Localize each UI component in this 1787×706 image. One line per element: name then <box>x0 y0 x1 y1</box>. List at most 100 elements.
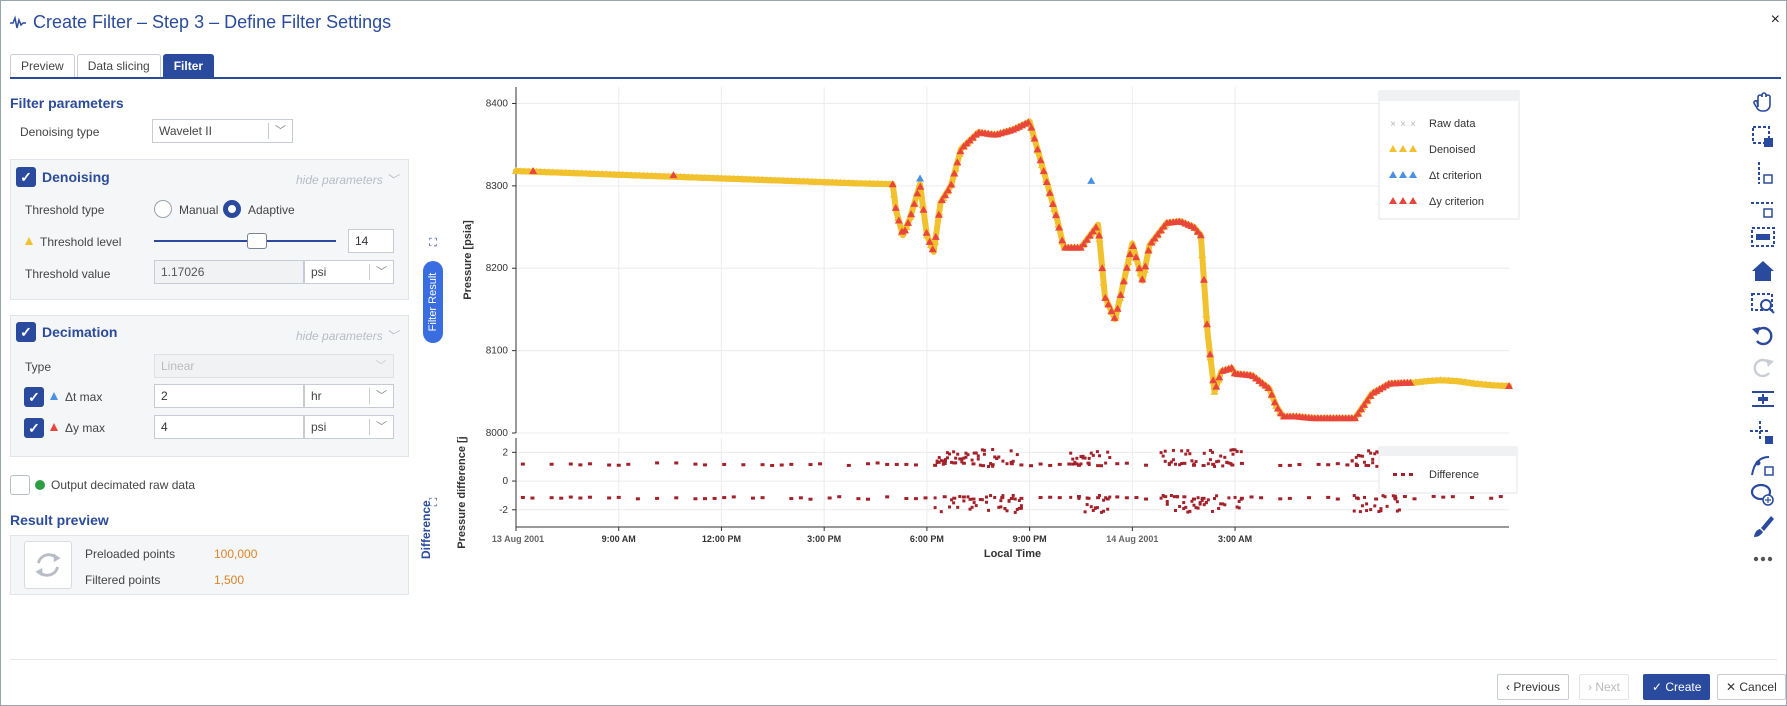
previous-button[interactable]: ‹ Previous <box>1497 674 1570 700</box>
difference-point <box>1395 509 1399 513</box>
difference-point <box>1221 464 1225 468</box>
decimation-type-label: Type <box>25 360 52 374</box>
difference-point <box>984 500 988 504</box>
tab-filter[interactable]: Filter <box>162 54 215 77</box>
difference-point <box>1297 463 1302 467</box>
refresh-button[interactable] <box>24 541 72 589</box>
difference-point <box>1188 452 1192 456</box>
difference-point <box>1144 497 1149 501</box>
legend-glyph <box>1401 473 1405 476</box>
difference-point <box>866 462 871 466</box>
difference-point <box>971 497 976 501</box>
undo-icon[interactable] <box>1749 321 1777 349</box>
filter-result-button[interactable]: Filter Result <box>423 261 443 343</box>
pressure-chart[interactable]: 8400 8300 8200 8100 8000 Pressure [psia] 2 0 -2 P… <box>441 81 1741 641</box>
dy-criterion-marker <box>925 237 934 245</box>
difference-point <box>1106 450 1110 454</box>
threshold-unit-select[interactable]: psi ﹀ <box>304 260 394 284</box>
difference-point <box>1374 497 1379 501</box>
range-select-icon[interactable] <box>1749 223 1777 251</box>
threshold-slider-handle[interactable] <box>247 233 267 249</box>
difference-point <box>1371 457 1375 461</box>
close-icon[interactable]: × <box>1770 11 1780 28</box>
difference-point <box>1470 496 1475 500</box>
tab-preview[interactable]: Preview <box>10 54 75 77</box>
difference-point <box>989 462 993 466</box>
pan-icon[interactable] <box>1749 87 1777 115</box>
x-tick-label: 13 Aug 2001 <box>492 534 544 544</box>
dy-criterion-marker <box>1209 376 1218 384</box>
more-icon[interactable] <box>1749 545 1777 573</box>
difference-point <box>693 462 698 466</box>
difference-point <box>984 495 988 499</box>
zoom-icon[interactable] <box>1749 289 1777 317</box>
difference-point <box>1450 495 1455 499</box>
difference-point <box>1171 458 1175 462</box>
output-decimated-checkbox[interactable] <box>10 475 30 495</box>
difference-point <box>981 464 986 468</box>
x-tick-label: 9:00 PM <box>1013 534 1047 544</box>
threshold-level-input[interactable]: 14 <box>348 229 394 253</box>
denoising-hide-parameters[interactable]: hide parameters ﹀ <box>296 173 399 187</box>
y-tick-label: 8200 <box>486 263 509 274</box>
decimation-hide-parameters[interactable]: hide parameters ﹀ <box>296 329 399 343</box>
cancel-button[interactable]: ✕ Cancel <box>1717 674 1786 700</box>
radio-adaptive[interactable] <box>223 200 241 218</box>
difference-point <box>520 495 525 499</box>
vertical-select-icon[interactable] <box>1749 159 1777 187</box>
home-icon[interactable] <box>1749 257 1777 285</box>
dt-unit-select[interactable]: hr ﹀ <box>304 384 394 408</box>
tab-data-slicing[interactable]: Data slicing <box>76 54 161 77</box>
denoising-checkbox[interactable]: ✓ <box>16 167 36 187</box>
dt-max-checkbox[interactable]: ✓ <box>24 387 44 407</box>
dy-criterion-marker <box>904 218 913 226</box>
radio-manual[interactable] <box>154 200 172 218</box>
threshold-value-field: 1.17026 <box>154 260 304 284</box>
difference-point <box>616 495 621 499</box>
align-icon[interactable] <box>1749 385 1777 413</box>
denoising-type-value: Wavelet II <box>159 124 212 138</box>
difference-point <box>808 497 813 501</box>
dy-criterion-marker <box>956 147 965 155</box>
dy-criterion-marker <box>1098 264 1107 272</box>
filter-parameters-title: Filter parameters <box>10 95 124 111</box>
refresh-icon <box>35 553 61 577</box>
crosshair-icon[interactable] <box>1749 419 1777 447</box>
legend-glyph <box>1389 145 1397 152</box>
difference-point <box>997 505 1001 509</box>
expand-icon[interactable]: ⛶ <box>429 237 437 249</box>
dy-max-input[interactable]: 4 <box>154 415 304 439</box>
difference-point <box>1038 496 1043 500</box>
dt-max-input[interactable]: 2 <box>154 384 304 408</box>
denoising-type-select[interactable]: Wavelet II ﹀ <box>152 119 293 143</box>
horizontal-select-icon[interactable] <box>1749 193 1777 221</box>
difference-point <box>837 495 842 499</box>
lasso-icon[interactable] <box>1749 481 1777 509</box>
dy-criterion-marker <box>1190 223 1199 231</box>
difference-point <box>894 462 899 466</box>
denoised-marker <box>1099 278 1108 286</box>
decimation-checkbox[interactable]: ✓ <box>16 322 36 342</box>
difference-point <box>1013 510 1017 514</box>
difference-point <box>972 451 976 455</box>
dy-max-checkbox[interactable]: ✓ <box>24 418 44 438</box>
difference-point <box>568 462 573 466</box>
create-button[interactable]: ✓ Create <box>1643 674 1711 700</box>
difference-point <box>933 506 937 510</box>
difference-point <box>1015 507 1019 511</box>
dy-criterion-marker <box>907 210 916 218</box>
dy-criterion-marker <box>1101 293 1110 301</box>
dy-unit-select[interactable]: psi ﹀ <box>304 415 394 439</box>
difference-point <box>987 508 991 512</box>
threshold-slider-track[interactable] <box>154 240 336 242</box>
curve-icon[interactable] <box>1749 451 1777 479</box>
box-select-icon[interactable] <box>1749 123 1777 151</box>
difference-point <box>904 496 909 500</box>
x-axis-label: Local Time <box>984 548 1041 560</box>
brush-icon[interactable] <box>1749 513 1777 541</box>
difference-point <box>1360 504 1364 508</box>
expand-icon[interactable]: ⛶ <box>429 497 437 509</box>
difference-point <box>1069 451 1073 455</box>
dy-criterion-marker <box>953 158 962 166</box>
dy-max-label: Δy max <box>65 421 106 435</box>
